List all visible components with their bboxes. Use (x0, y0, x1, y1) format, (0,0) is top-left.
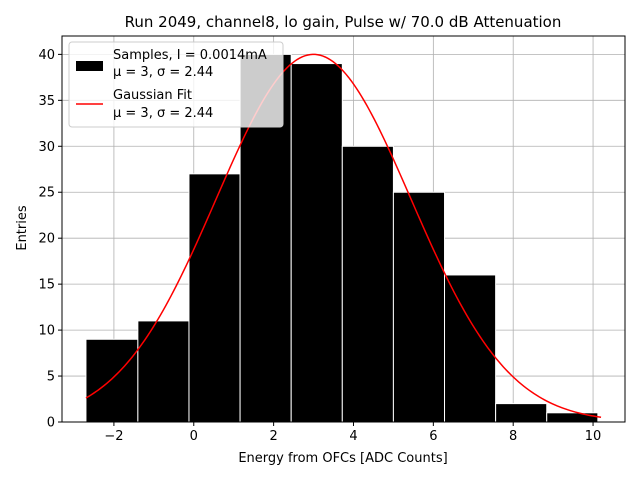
x-tick-label: 6 (429, 429, 437, 444)
histogram-bar (392, 191, 446, 423)
histogram-bar (495, 403, 548, 423)
y-axis-ticks: 0 5 10 15 20 25 30 35 40 (38, 48, 62, 431)
histogram-bar (290, 63, 343, 423)
legend-box (68, 41, 284, 128)
histogram-bar (137, 320, 190, 423)
legend: Samples, I = 0.0014mA μ = 3, σ = 2.44 Ga… (68, 41, 284, 128)
y-tick-label: 30 (38, 140, 55, 155)
x-tick-label: 2 (269, 429, 277, 444)
legend-fit-label: Gaussian Fit (113, 88, 192, 103)
x-tick-label: −2 (104, 429, 123, 444)
legend-samples-stats: μ = 3, σ = 2.44 (113, 65, 213, 80)
y-tick-label: 20 (38, 232, 55, 247)
histogram-bar (85, 338, 139, 423)
histogram-bar (444, 274, 497, 423)
y-tick-label: 10 (38, 324, 55, 339)
legend-samples-label: Samples, I = 0.0014mA (113, 48, 267, 63)
histogram-bar (546, 412, 599, 423)
x-axis-ticks: −2 0 2 4 6 8 10 (104, 422, 601, 444)
histogram-bar (188, 173, 241, 423)
y-tick-label: 15 (38, 278, 55, 293)
axes-frame (61, 35, 626, 423)
y-axis-label: Entries (15, 205, 30, 251)
x-axis-label: Energy from OFCs [ADC Counts] (238, 451, 447, 466)
y-tick-label: 35 (38, 94, 55, 109)
y-tick-label: 5 (47, 370, 55, 385)
chart-title: Run 2049, channel8, lo gain, Pulse w/ 70… (125, 13, 562, 31)
histogram-bar (341, 145, 394, 423)
y-tick-label: 0 (47, 416, 55, 431)
gaussian-fit-curve (85, 53, 602, 419)
legend-fit-stats: μ = 3, σ = 2.44 (113, 106, 213, 121)
x-tick-label: 10 (585, 429, 602, 444)
legend-samples-patch (76, 61, 103, 71)
y-tick-label: 40 (38, 48, 55, 63)
y-tick-label: 25 (38, 186, 55, 201)
x-tick-label: 8 (509, 429, 517, 444)
x-tick-label: 0 (190, 429, 198, 444)
x-tick-label: 4 (349, 429, 357, 444)
histogram-bars (85, 53, 599, 423)
